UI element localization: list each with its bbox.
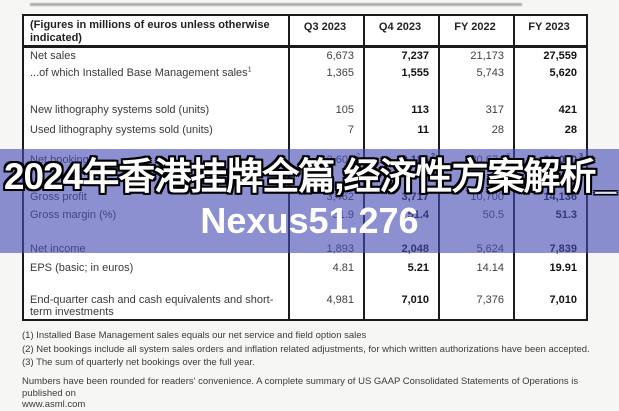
cell-q4: 1,555 — [363, 63, 439, 82]
cell-value: 7,010 — [401, 293, 429, 306]
cell-value: 105 — [335, 103, 354, 116]
cell-value: 7,010 — [549, 293, 577, 306]
column-header-fy-2022: FY 2022 — [438, 15, 514, 47]
row-label-sup: 1 — [247, 65, 252, 73]
cell-value: 5.21 — [407, 261, 429, 274]
cell-q4: 7,010 — [363, 291, 439, 320]
cell-fy22: 317 — [438, 99, 514, 120]
cell-fy23: 421 — [513, 99, 587, 120]
row-label: New lithography systems sold (units) — [30, 103, 210, 116]
table-row-installed-base-sales: ...of which Installed Base Management sa… — [23, 63, 587, 82]
footnote-1: (1) Installed Base Management sales equa… — [22, 330, 367, 341]
cell-q3: 4,981 — [288, 291, 364, 320]
cell-fy22: 14.14 — [438, 257, 514, 278]
asml-url-text: www.asml.com — [22, 399, 86, 410]
footnotes: (1) Installed Base Management sales equa… — [22, 329, 607, 370]
cell-q3: 105 — [288, 99, 364, 120]
row-label: Net sales — [30, 49, 76, 62]
row-label-cell: EPS (basic; in euros) — [23, 258, 289, 278]
rounding-note-line1: Numbers have been rounded for readers' c… — [22, 376, 579, 399]
cell-value: 113 — [411, 103, 429, 116]
cell-fy23: 27,559 — [513, 46, 587, 64]
cell-q3: 4.81 — [288, 257, 364, 278]
cell-value: 21,173 — [470, 49, 504, 62]
cell-fy23: 28 — [513, 119, 587, 140]
cell-value: 4.81 — [332, 261, 354, 274]
watermark-overlay: 2024年香港挂牌全篇,经济性方案解析_ Nexus51.276 — [0, 149, 619, 253]
rounding-note: Numbers have been rounded for readers' c… — [22, 376, 607, 411]
row-label: End-quarter cash and cash equivalents an… — [30, 293, 274, 318]
table-spacer-row — [23, 139, 587, 150]
cell-value: 7,376 — [476, 293, 504, 306]
cell-value: 11 — [417, 123, 429, 136]
column-header-q3-2023: Q3 2023 — [288, 15, 364, 47]
column-header-fy-2023: FY 2023 — [513, 15, 587, 47]
row-label: ...of which Installed Base Management sa… — [30, 66, 248, 79]
cell-fy23: 19.91 — [513, 257, 587, 278]
row-label-cell: ...of which Installed Base Management sa… — [23, 64, 289, 82]
cell-value: 5,620 — [549, 66, 577, 79]
table-row-used-litho-units: Used lithography systems sold (units) 7 … — [23, 119, 587, 140]
cell-value: 1,555 — [401, 66, 429, 79]
page: (Figures in millions of euros unless oth… — [0, 3, 619, 410]
cell-value: 317 — [485, 103, 504, 116]
row-label: EPS (basic; in euros) — [30, 261, 134, 274]
cell-value: 28 — [491, 123, 504, 136]
column-header-q4-2023: Q4 2023 — [363, 15, 439, 47]
cell-value: 6,673 — [326, 49, 354, 62]
cell-fy22: 5,743 — [438, 63, 514, 82]
cell-q4: 11 — [363, 119, 439, 140]
cell-value: 27,559 — [543, 49, 577, 62]
cell-fy23: 7,010 — [513, 291, 587, 320]
row-label: Used lithography systems sold (units) — [30, 123, 213, 136]
row-label-cell: Used lithography systems sold (units) — [23, 120, 289, 140]
cell-q4: 113 — [363, 99, 439, 120]
footnote-3: (3) The sum of quarterly net bookings ov… — [22, 357, 255, 368]
row-label-cell: Net sales — [23, 47, 289, 64]
cell-value: 14.14 — [476, 261, 504, 274]
top-edge-artifact-line — [30, 3, 522, 6]
watermark-line1: 2024年香港挂牌全篇,经济性方案解析_ — [3, 156, 616, 197]
cell-value: 7 — [347, 123, 354, 136]
cell-q3: 6,673 — [288, 46, 364, 64]
table-row-eps: EPS (basic; in euros) 4.81 5.21 14.14 19… — [23, 257, 587, 278]
table-row-end-quarter-cash: End-quarter cash and cash equivalents an… — [23, 291, 587, 320]
table-spacer-row — [23, 81, 587, 100]
table-caption: (Figures in millions of euros unless oth… — [30, 19, 270, 44]
cell-fy22: 28 — [438, 119, 514, 140]
cell-value: 19.91 — [549, 261, 577, 274]
cell-q4: 7,237 — [363, 46, 439, 64]
table-row-net-sales: Net sales 6,673 7,237 21,173 27,559 — [23, 46, 587, 64]
cell-q3: 1,365 — [288, 63, 364, 82]
cell-q4: 5.21 — [363, 257, 439, 278]
row-label-cell: New lithography systems sold (units) — [23, 100, 289, 120]
cell-fy22: 21,173 — [438, 46, 514, 64]
table-header-row: (Figures in millions of euros unless oth… — [23, 15, 587, 47]
cell-value: 5,743 — [476, 66, 504, 79]
cell-value: 7,237 — [401, 49, 429, 62]
cell-fy23: 5,620 — [513, 63, 587, 82]
footnote-2: (2) Net bookings include all system sale… — [22, 343, 590, 355]
cell-value: 28 — [564, 123, 577, 136]
cell-q3: 7 — [288, 119, 364, 140]
cell-value: 421 — [558, 103, 577, 116]
row-label-cell: End-quarter cash and cash equivalents an… — [23, 292, 289, 320]
table-row-new-litho-units: New lithography systems sold (units) 105… — [23, 99, 587, 120]
table-spacer-row — [23, 277, 587, 292]
watermark-line2: Nexus51.276 — [200, 200, 419, 241]
cell-value: 1,365 — [326, 66, 354, 79]
cell-fy22: 7,376 — [438, 291, 514, 320]
cell-value: 4,981 — [326, 293, 354, 306]
